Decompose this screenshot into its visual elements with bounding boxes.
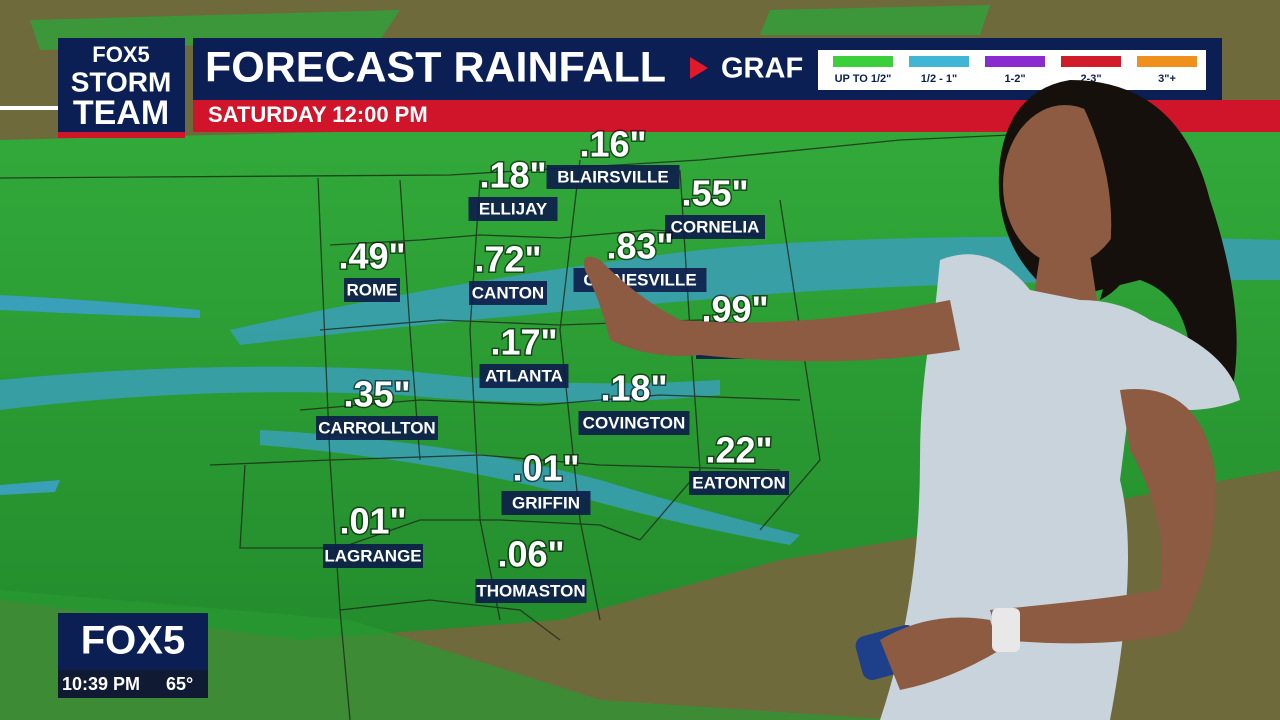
legend-label: 3"+ [1158, 73, 1176, 85]
sponsor-arrow [690, 57, 708, 79]
legend-swatch [985, 56, 1045, 67]
sponsor: GRAF [721, 53, 803, 85]
logo-text: STORM [71, 66, 172, 97]
city-name-box [323, 544, 423, 568]
rain-amount: .18" [479, 155, 546, 196]
logo-stripe [58, 132, 185, 138]
city-name: COVINGTON [583, 413, 686, 432]
bug-box [58, 613, 208, 670]
city-name: THOMASTON [476, 581, 585, 600]
city-name: BLAIRSVILLE [557, 167, 668, 186]
subtitle: SATURDAY 12:00 PM [208, 102, 428, 127]
legend-label: UP TO 1/2" [835, 73, 892, 85]
city-name-box [501, 491, 591, 515]
city-name-box [578, 411, 690, 435]
logo-text: FOX5 [92, 42, 149, 67]
city-name-box [344, 278, 400, 302]
rain-amount: .22" [705, 430, 772, 471]
city-name-box [665, 215, 765, 239]
city-name: GRIFFIN [512, 493, 580, 512]
rain-amount: .17" [490, 322, 557, 363]
rain-amount: .55" [681, 173, 748, 214]
bug-time-bar [58, 670, 208, 698]
bug-time: 10:39 PM [62, 674, 140, 694]
city-name-box [689, 471, 789, 495]
city-name: CORNELIA [671, 217, 760, 236]
rain-amount: .16" [579, 124, 646, 165]
legend-swatch [1137, 56, 1197, 67]
city-name-box [316, 416, 438, 440]
rain-amount: .01" [339, 501, 406, 542]
bug-logo: FOX5 [81, 619, 185, 663]
legend-swatch [909, 56, 969, 67]
city-name: CANTON [472, 283, 544, 302]
rain-amount: .49" [338, 236, 405, 277]
legend-swatch [1061, 56, 1121, 67]
legend-label: 1/2 - 1" [921, 73, 957, 85]
rain-amount: .01" [512, 448, 579, 489]
presenter [584, 80, 1240, 720]
rain-amount: .72" [474, 239, 541, 280]
city-name-box [468, 197, 558, 221]
city-name: EATONTON [692, 473, 786, 492]
rain-amount: .06" [497, 534, 564, 575]
city-name-box [479, 364, 569, 388]
city-name: ATLANTA [485, 366, 563, 385]
city-name-box [546, 165, 680, 189]
city-name: ELLIJAY [479, 199, 548, 218]
logo-text: TEAM [73, 94, 169, 132]
bug-temperature: 65° [166, 674, 193, 694]
logo-box [58, 38, 185, 138]
rain-amount: .83" [606, 226, 673, 267]
legend-swatch [833, 56, 893, 67]
city-name: LAGRANGE [324, 546, 421, 565]
city-name-box [475, 579, 587, 603]
city-name: ROME [347, 280, 398, 299]
legend-label: 1-2" [1004, 73, 1025, 85]
rain-amount: .18" [600, 368, 667, 409]
city-name-box [469, 281, 547, 305]
title: FORECAST RAINFALL [205, 43, 666, 91]
city-name: CARROLLTON [318, 418, 435, 437]
rain-amount: .35" [343, 374, 410, 415]
